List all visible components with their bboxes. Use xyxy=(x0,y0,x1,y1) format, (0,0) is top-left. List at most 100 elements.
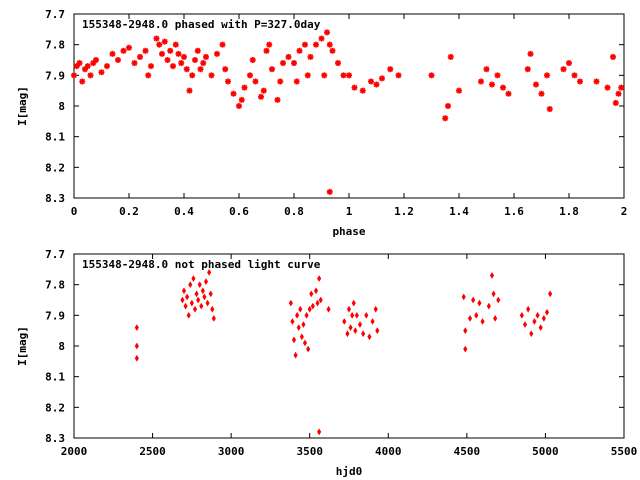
data-point xyxy=(544,308,550,316)
data-point xyxy=(306,345,311,353)
data-point xyxy=(345,330,350,338)
data-point xyxy=(260,87,267,94)
chart-title: 155348-2948.0 phased with P=327.0day xyxy=(82,18,321,31)
data-point xyxy=(375,327,380,335)
data-point xyxy=(191,275,196,283)
data-point xyxy=(230,90,237,97)
data-point xyxy=(467,314,473,322)
data-point xyxy=(225,78,231,85)
data-point xyxy=(200,60,207,67)
data-point xyxy=(357,321,363,329)
data-point xyxy=(335,60,341,67)
y-tick-label: 7.7 xyxy=(45,8,65,21)
data-point xyxy=(526,305,531,313)
data-point xyxy=(82,66,88,73)
data-point xyxy=(208,290,213,298)
data-point xyxy=(522,321,528,329)
data-point xyxy=(447,53,454,60)
data-point xyxy=(247,72,253,79)
data-point xyxy=(288,299,293,307)
data-point xyxy=(263,47,270,54)
data-point xyxy=(354,311,359,319)
data-point xyxy=(359,87,366,94)
data-point xyxy=(428,72,435,79)
data-point xyxy=(318,35,325,42)
data-point xyxy=(351,84,358,91)
data-point xyxy=(618,84,625,91)
data-point xyxy=(266,41,273,48)
data-point xyxy=(207,268,212,276)
data-point xyxy=(318,296,323,304)
data-point xyxy=(241,84,248,91)
data-point xyxy=(368,78,374,85)
data-point xyxy=(134,354,139,362)
data-point xyxy=(480,317,485,325)
data-point xyxy=(541,314,546,322)
x-tick-label: 2 xyxy=(621,205,628,218)
data-point xyxy=(317,428,322,436)
data-point xyxy=(153,35,160,42)
data-point xyxy=(538,324,543,332)
data-point xyxy=(491,290,496,298)
data-point xyxy=(560,66,567,73)
data-point xyxy=(353,327,358,335)
data-point xyxy=(489,271,495,279)
data-point xyxy=(277,78,284,85)
x-tick-label: 5000 xyxy=(532,445,559,458)
data-point xyxy=(340,72,347,79)
data-point xyxy=(494,72,501,79)
x-tick-label: 0.2 xyxy=(119,205,139,218)
data-point xyxy=(505,90,512,97)
data-point xyxy=(367,333,372,341)
phased-light-curve-panel: 0 0.2 0.4 0.6 0.8 1 1.2 1.4 1.6 1.8 2 7.7 7.8 7.9 8 8.1… xyxy=(16,8,627,238)
data-point xyxy=(577,78,583,85)
data-point xyxy=(309,290,314,298)
data-point xyxy=(274,96,281,103)
data-point xyxy=(79,78,86,85)
x-tick-label: 1.4 xyxy=(449,205,469,218)
data-point xyxy=(496,296,501,304)
data-point xyxy=(156,41,163,48)
data-point xyxy=(134,324,139,332)
data-point xyxy=(486,302,491,310)
x-tick-label: 0.4 xyxy=(174,205,194,218)
plot-frame xyxy=(73,253,625,439)
data-point xyxy=(180,296,185,304)
data-point xyxy=(197,281,202,289)
data-point xyxy=(170,63,176,70)
data-point xyxy=(326,188,333,195)
data-point xyxy=(533,81,539,88)
y-tick-label: 8 xyxy=(58,340,65,353)
data-point xyxy=(548,290,553,298)
x-tick-label: 2000 xyxy=(61,445,88,458)
data-point xyxy=(296,47,303,54)
data-point xyxy=(313,287,319,295)
data-point xyxy=(181,53,187,60)
data-point xyxy=(186,87,193,94)
data-point xyxy=(445,103,451,109)
y-tick-label: 8.1 xyxy=(45,131,65,144)
data-point xyxy=(252,78,259,85)
data-point xyxy=(208,72,215,79)
data-point xyxy=(161,38,168,45)
data-point xyxy=(324,29,330,36)
x-axis-label: hjd0 xyxy=(336,465,363,478)
y-axis-label: I[mag] xyxy=(16,326,29,366)
data-point xyxy=(593,78,600,85)
data-point xyxy=(134,342,139,350)
data-point xyxy=(181,287,187,295)
x-tick-label: 0.8 xyxy=(284,205,304,218)
data-point xyxy=(295,311,300,319)
data-point xyxy=(546,106,553,113)
data-point xyxy=(346,305,352,313)
data-point xyxy=(474,311,479,319)
data-point xyxy=(299,333,304,341)
data-point xyxy=(529,330,534,338)
data-point xyxy=(199,302,204,310)
x-tick-label: 0 xyxy=(71,205,78,218)
x-tick-label: 5500 xyxy=(611,445,638,458)
data-point xyxy=(370,317,375,325)
data-point xyxy=(189,72,196,79)
data-point xyxy=(538,90,545,97)
